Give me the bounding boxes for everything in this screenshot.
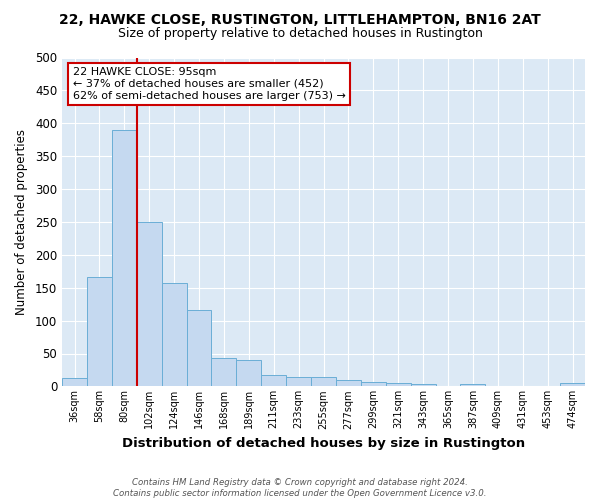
Text: 22, HAWKE CLOSE, RUSTINGTON, LITTLEHAMPTON, BN16 2AT: 22, HAWKE CLOSE, RUSTINGTON, LITTLEHAMPT… <box>59 12 541 26</box>
Bar <box>211 358 236 386</box>
Bar <box>112 130 137 386</box>
Bar <box>137 222 161 386</box>
Text: Size of property relative to detached houses in Rustington: Size of property relative to detached ho… <box>118 28 482 40</box>
Text: Contains HM Land Registry data © Crown copyright and database right 2024.
Contai: Contains HM Land Registry data © Crown c… <box>113 478 487 498</box>
Bar <box>261 374 286 386</box>
Bar <box>410 384 436 386</box>
Bar <box>187 310 211 386</box>
Bar <box>336 380 361 386</box>
Y-axis label: Number of detached properties: Number of detached properties <box>15 129 28 315</box>
Bar <box>62 378 87 386</box>
Bar <box>460 384 485 386</box>
Bar <box>560 383 585 386</box>
Bar <box>311 377 336 386</box>
Bar <box>386 383 410 386</box>
Bar <box>361 382 386 386</box>
Bar <box>286 377 311 386</box>
Bar <box>236 360 261 386</box>
Text: 22 HAWKE CLOSE: 95sqm
← 37% of detached houses are smaller (452)
62% of semi-det: 22 HAWKE CLOSE: 95sqm ← 37% of detached … <box>73 68 346 100</box>
Bar <box>87 276 112 386</box>
X-axis label: Distribution of detached houses by size in Rustington: Distribution of detached houses by size … <box>122 437 525 450</box>
Bar <box>161 283 187 387</box>
